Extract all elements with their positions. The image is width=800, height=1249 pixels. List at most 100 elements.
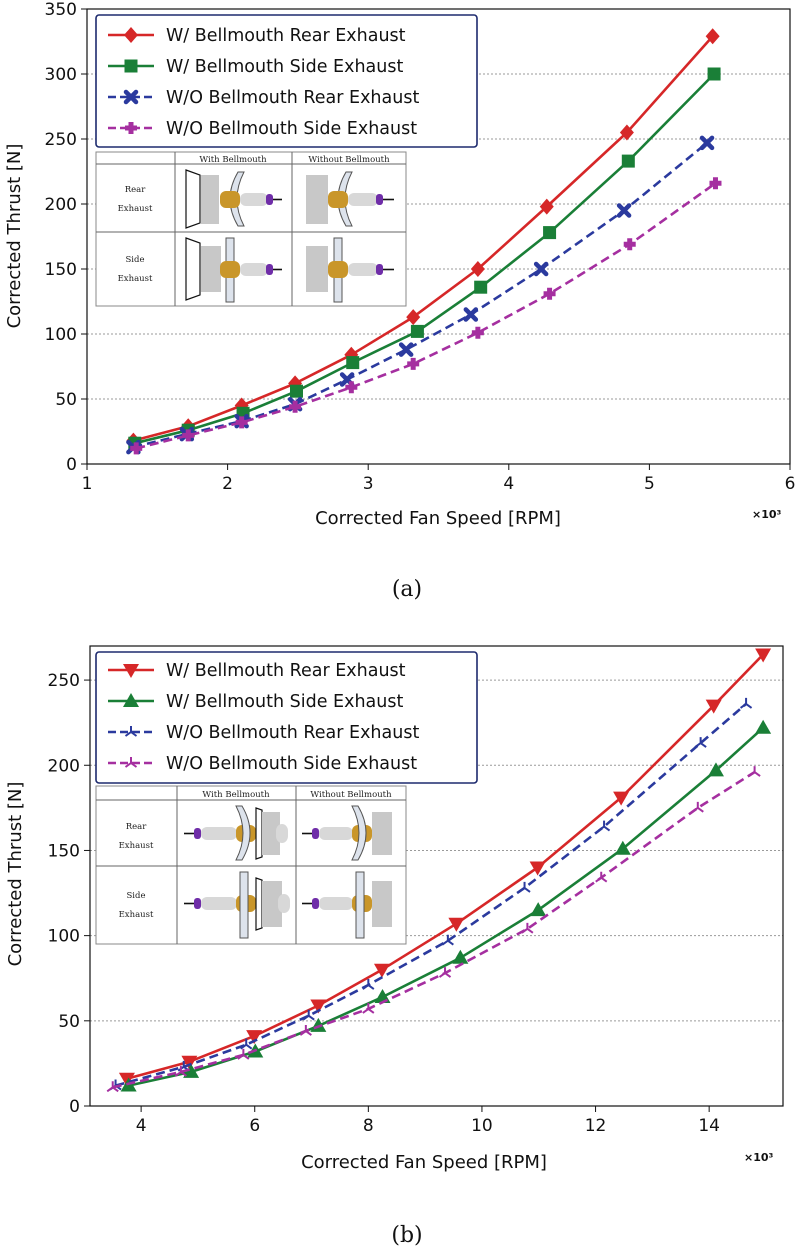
- data-point-w-bellmouth-rear-exhaust-5: [406, 309, 421, 326]
- inset-row-side-1: Side: [125, 255, 144, 265]
- data-point-w-bellmouth-side-exhaust-6: [474, 280, 488, 294]
- series-group: [126, 28, 722, 455]
- data-point-w-bellmouth-side-exhaust-4: [346, 356, 360, 370]
- series-line-w-o-bellmouth-rear-exhaust: [133, 141, 708, 449]
- legend-marker-w-o-bellmouth-side-exhaust: [125, 122, 137, 134]
- data-point-w-bellmouth-side-exhaust-7: [543, 226, 557, 240]
- engine-side-with-bellmouth-icon: [184, 871, 290, 939]
- data-point-w-o-bellmouth-side-exhaust-0: [130, 442, 143, 455]
- figure-caption-b: (b): [391, 1223, 422, 1248]
- inset-border: [95, 151, 407, 307]
- inset-col-header-without: Without Bellmouth: [310, 790, 392, 800]
- y-tick-label-150: 150: [48, 841, 80, 861]
- data-point-w-o-bellmouth-rear-exhaust-5: [441, 934, 454, 946]
- data-point-w-o-bellmouth-side-exhaust-4: [345, 381, 358, 394]
- data-point-w-bellmouth-rear-exhaust-4: [373, 963, 390, 978]
- data-point-w-bellmouth-side-exhaust-5: [410, 324, 424, 338]
- y-tick-label-0: 0: [66, 455, 77, 475]
- data-point-w-bellmouth-side-exhaust-9: [755, 719, 772, 734]
- data-point-w-bellmouth-rear-exhaust-6: [470, 261, 485, 277]
- y-tick-label-250: 250: [45, 130, 77, 150]
- engine-side-without-bellmouth-icon: [302, 871, 392, 939]
- inset-row-side-2: Exhaust: [118, 274, 153, 284]
- data-point-w-bellmouth-rear-exhaust-7: [539, 198, 554, 215]
- legend-label-w-o-bellmouth-rear-exhaust: W/O Bellmouth Rear Exhaust: [166, 723, 419, 743]
- x-axis-multiplier: ×10³: [744, 1151, 774, 1164]
- data-point-w-o-bellmouth-rear-exhaust-4: [362, 979, 375, 990]
- data-point-w-o-bellmouth-side-exhaust-7: [595, 871, 608, 883]
- data-point-w-bellmouth-rear-exhaust-8: [705, 699, 722, 714]
- data-point-w-o-bellmouth-side-exhaust-5: [438, 967, 452, 978]
- data-point-w-o-bellmouth-rear-exhaust-7: [533, 261, 549, 277]
- plot-frame: [86, 8, 791, 465]
- data-point-w-bellmouth-side-exhaust-6: [530, 902, 547, 917]
- series-line-w-bellmouth-side-exhaust: [134, 73, 716, 445]
- legend-label-w-bellmouth-side-exhaust: W/ Bellmouth Side Exhaust: [166, 692, 403, 712]
- y-axis-label: Corrected Thrust [N]: [4, 144, 25, 329]
- x-tick-label-1: 1: [82, 474, 93, 494]
- data-point-w-bellmouth-side-exhaust-3: [310, 1017, 327, 1032]
- data-point-w-o-bellmouth-side-exhaust-3: [299, 1025, 312, 1036]
- data-point-w-o-bellmouth-rear-exhaust-2: [240, 1038, 253, 1050]
- data-point-w-o-bellmouth-rear-exhaust-8: [616, 203, 632, 218]
- grid-lines: [90, 679, 783, 1022]
- y-tick-label-200: 200: [48, 756, 80, 776]
- data-point-w-o-bellmouth-side-exhaust-9: [748, 766, 761, 777]
- data-point-w-o-bellmouth-side-exhaust-8: [691, 801, 704, 813]
- engine-side-with-bellmouth-icon: [185, 237, 282, 303]
- y-axis-label: Corrected Thrust [N]: [5, 782, 26, 967]
- bellmouth-inset-table: With Bellmouth Without Bellmouth Rear Ex…: [95, 785, 407, 945]
- plot-frame: [89, 645, 784, 1107]
- y-tick-label-200: 200: [45, 195, 77, 215]
- data-point-w-bellmouth-rear-exhaust-6: [529, 861, 546, 876]
- inset-row-rear-2: Exhaust: [118, 204, 153, 214]
- y-tick-label-50: 50: [58, 1012, 80, 1032]
- x-tick-label-6: 6: [785, 474, 796, 494]
- inset-row-side-1: Side: [126, 891, 145, 901]
- series-line-w-bellmouth-rear-exhaust: [133, 35, 714, 442]
- x-axis-label: Corrected Fan Speed [RPM]: [315, 508, 561, 529]
- series-w-o-bellmouth-side-exhaust: [130, 177, 722, 455]
- y-tick-label-250: 250: [48, 671, 80, 691]
- data-point-w-bellmouth-rear-exhaust-9: [705, 28, 720, 45]
- data-point-w-o-bellmouth-side-exhaust-1: [182, 429, 195, 442]
- y-tick-label-150: 150: [45, 260, 77, 280]
- data-point-w-o-bellmouth-side-exhaust-9: [709, 177, 722, 190]
- data-point-w-bellmouth-side-exhaust-8: [621, 154, 635, 168]
- legend-box: [95, 14, 478, 148]
- x-tick-label-2: 2: [222, 474, 233, 494]
- inset-border: [95, 785, 407, 945]
- y-tick-label-50: 50: [55, 390, 77, 410]
- legend-label-w-bellmouth-rear-exhaust: W/ Bellmouth Rear Exhaust: [166, 661, 406, 681]
- x-axis-label: Corrected Fan Speed [RPM]: [301, 1152, 547, 1173]
- y-tick-label-0: 0: [69, 1097, 80, 1117]
- engine-rear-without-bellmouth-icon: [302, 805, 392, 861]
- legend-items: W/ Bellmouth Rear Exhaust W/ Bellmouth Si…: [108, 26, 419, 139]
- data-point-w-bellmouth-rear-exhaust-0: [118, 1072, 135, 1087]
- inset-col-header-with: With Bellmouth: [202, 790, 270, 800]
- data-point-w-o-bellmouth-rear-exhaust-3: [302, 1009, 315, 1021]
- data-point-w-o-bellmouth-side-exhaust-0: [106, 1081, 119, 1093]
- legend-items: W/ Bellmouth Rear Exhaust W/ Bellmouth Si…: [108, 661, 419, 774]
- data-point-w-o-bellmouth-side-exhaust-2: [235, 416, 248, 429]
- data-point-w-o-bellmouth-side-exhaust-7: [543, 287, 556, 300]
- data-point-w-bellmouth-rear-exhaust-5: [448, 917, 465, 932]
- legend: W/ Bellmouth Rear Exhaust W/ Bellmouth Si…: [95, 651, 478, 784]
- axis-ticks: 0 50 100 150 200 250 4 6 8 10 12 14: [48, 671, 720, 1136]
- data-point-w-o-bellmouth-side-exhaust-6: [521, 922, 534, 934]
- legend-marker-w-bellmouth-side-exhaust: [124, 59, 138, 73]
- data-point-w-o-bellmouth-side-exhaust-5: [407, 357, 420, 370]
- x-axis-multiplier: ×10³: [752, 508, 782, 521]
- data-point-w-bellmouth-side-exhaust-8: [707, 762, 724, 777]
- legend-label-w-o-bellmouth-side-exhaust: W/O Bellmouth Side Exhaust: [166, 754, 417, 774]
- engine-rear-with-bellmouth-icon: [184, 805, 288, 861]
- bellmouth-inset-table: With Bellmouth Without Bellmouth Rear Ex…: [95, 151, 407, 307]
- legend-marker-w-o-bellmouth-rear-exhaust: [123, 89, 139, 105]
- data-point-w-bellmouth-rear-exhaust-7: [613, 791, 630, 806]
- legend-label-w-o-bellmouth-rear-exhaust: W/O Bellmouth Rear Exhaust: [166, 88, 419, 108]
- series-line-w-o-bellmouth-rear-exhaust: [115, 702, 747, 1087]
- legend-label-w-o-bellmouth-side-exhaust: W/O Bellmouth Side Exhaust: [166, 119, 417, 139]
- data-point-w-o-bellmouth-rear-exhaust-5: [398, 342, 414, 357]
- data-point-w-o-bellmouth-rear-exhaust-6: [518, 881, 531, 893]
